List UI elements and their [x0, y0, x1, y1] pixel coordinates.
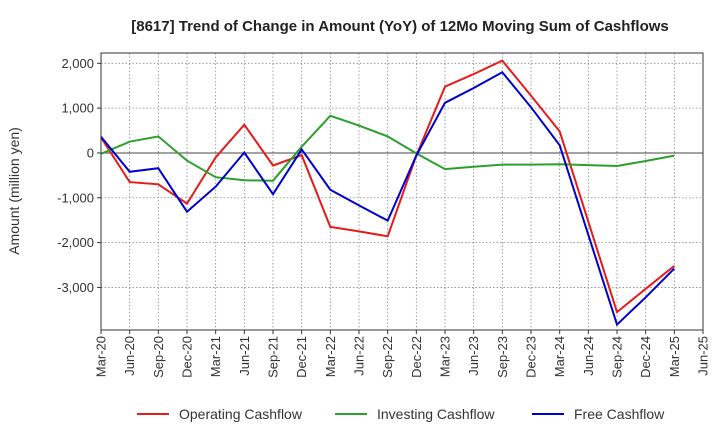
x-tick-label: Dec-20	[180, 336, 195, 378]
x-tick-label: Mar-20	[94, 336, 109, 377]
x-tick-label: Jun-21	[237, 336, 252, 376]
x-tick-label: Sep-21	[266, 336, 281, 378]
x-tick-label: Sep-23	[495, 336, 510, 378]
x-tick-label: Mar-24	[552, 336, 567, 377]
y-tick-labels: 2,000 1,000 0 -1,000 -2,000 -3,000	[57, 56, 101, 295]
x-tick-label: Mar-25	[667, 336, 682, 377]
x-tick-label: Jun-23	[466, 336, 481, 376]
chart-title: [8617] Trend of Change in Amount (YoY) o…	[131, 18, 669, 35]
x-tick-label: Dec-22	[409, 336, 424, 378]
x-tick-label: Sep-24	[610, 336, 625, 378]
x-tick-label: Mar-23	[438, 336, 453, 377]
series-line-operating-cashflow	[100, 59, 675, 314]
x-tick-label: Jun-20	[122, 336, 137, 376]
legend-label-free-cashflow: Free Cashflow	[574, 406, 665, 422]
y-axis-label: Amount (million yen)	[6, 127, 22, 255]
y-tick-label: 0	[87, 145, 94, 160]
x-tick-label: Dec-21	[294, 336, 309, 378]
x-tick-label: Mar-21	[208, 336, 223, 377]
grid	[101, 53, 703, 330]
series-line-free-cashflow	[100, 71, 676, 327]
series-line-investing-cashflow	[100, 114, 675, 182]
x-tick-label: Dec-24	[638, 336, 653, 378]
legend: Operating Cashflow Investing Cashflow Free…	[137, 406, 665, 422]
y-tick-label: 2,000	[61, 56, 94, 71]
y-tick-label: -3,000	[57, 280, 94, 295]
y-tick-label: -1,000	[57, 190, 94, 205]
x-tick-label: Sep-20	[151, 336, 166, 378]
legend-label-investing-cashflow: Investing Cashflow	[377, 406, 495, 422]
x-tick-label: Jun-24	[581, 336, 596, 376]
x-tick-label: Dec-23	[524, 336, 539, 378]
x-tick-label: Jun-25	[696, 336, 711, 376]
x-tick-labels: Mar-20 Jun-20 Sep-20 Dec-20 Mar-21 Jun-21 Sep-…	[94, 330, 711, 378]
y-tick-label: -2,000	[57, 235, 94, 250]
x-tick-label: Mar-22	[323, 336, 338, 377]
legend-label-operating-cashflow: Operating Cashflow	[179, 406, 303, 422]
series-layer	[100, 59, 676, 327]
plot-frame	[100, 52, 704, 331]
x-tick-label: Jun-22	[352, 336, 367, 376]
y-tick-label: 1,000	[61, 101, 94, 116]
x-tick-label: Sep-22	[380, 336, 395, 378]
